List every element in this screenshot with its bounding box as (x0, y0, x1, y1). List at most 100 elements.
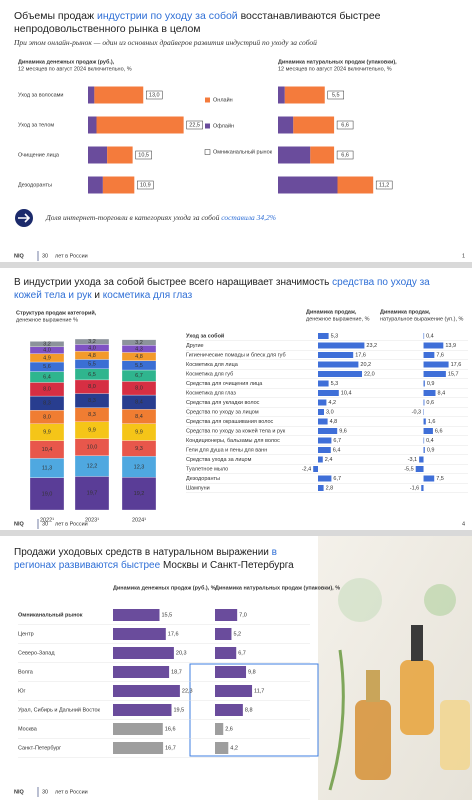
value-label: -2,4 (302, 466, 311, 472)
legend-label: Онлайн (213, 96, 233, 103)
value-label: 18,7 (171, 669, 182, 675)
value-label: 7,6 (436, 352, 444, 358)
value-label: 2,4 (325, 457, 333, 463)
category-label: Уход за волосами (18, 92, 64, 98)
category-label: Средства по уходу за кожей тела и рук (186, 427, 286, 434)
bar (423, 437, 425, 444)
category-label: Дезодоранты (186, 476, 220, 482)
legend-swatch (205, 97, 210, 103)
bar (215, 609, 238, 621)
value-label: 16,7 (165, 745, 176, 751)
bar (215, 685, 253, 697)
category-label: Средства для окрашивания волос (186, 419, 274, 425)
value-label: 17,6 (355, 352, 366, 358)
category-label: Средства для очищения лица (186, 381, 263, 387)
value-label: -5,5 (404, 466, 413, 472)
value-label: 2,8 (326, 485, 334, 491)
value-label: 6,4 (333, 447, 341, 453)
legend-swatch (205, 123, 210, 129)
bar (423, 371, 446, 377)
value-label: 19,5 (174, 707, 185, 713)
category-label: Средства по уходу за лицом (186, 409, 259, 415)
segment-label: 5,6 (43, 364, 51, 370)
bar (423, 352, 435, 358)
bar (318, 371, 362, 377)
value-label: 10,4 (341, 390, 352, 396)
segment-label: 6,5 (88, 372, 96, 378)
category-label: Юг (18, 688, 26, 694)
segment-label: 8,3 (88, 412, 96, 418)
segment-label: 6,4 (43, 374, 51, 380)
bar (113, 685, 180, 697)
title-part: индустрии по уходу за собой (96, 10, 238, 22)
total-label: 6,6 (341, 122, 349, 128)
total-label: 11,2 (379, 182, 389, 188)
value-label: 16,6 (165, 726, 176, 732)
segment-label: 19,0 (42, 491, 53, 497)
value-label: 5,3 (331, 381, 339, 387)
legend-swatch (204, 149, 211, 155)
title-part: Продажи уходовых средств в натуральном в… (14, 547, 272, 558)
bar-segment (102, 176, 135, 194)
segment-label: 5,5 (135, 363, 143, 369)
title-part: и (91, 289, 103, 301)
segment-label: 9,9 (135, 430, 143, 436)
value-label: 0,4 (426, 333, 434, 339)
bar (423, 428, 433, 434)
value-label: -1,6 (410, 485, 419, 491)
segment-label: 4,8 (88, 353, 96, 359)
bar (318, 475, 332, 482)
segment-label: 4,3 (135, 346, 143, 352)
bar (313, 466, 318, 472)
bar (423, 380, 425, 387)
legend-label: Омниканальный рынок (213, 148, 273, 155)
bar (419, 456, 424, 463)
legend-label: Офлайн (213, 122, 234, 129)
segment-label: 4,0 (88, 345, 96, 351)
total-label: 6,6 (341, 152, 349, 158)
slide-note: Доля интернет-торговли в категориях уход… (46, 213, 446, 222)
category-label: Москва (18, 726, 38, 732)
bar (318, 333, 329, 339)
value-label: 23,2 (366, 343, 377, 349)
total-box (137, 180, 154, 190)
bar (215, 628, 232, 640)
title-part: Объемы продаж (14, 10, 97, 22)
segment-label: 8,4 (135, 414, 143, 420)
bar (421, 485, 424, 491)
bar (423, 447, 425, 453)
segment-label: 8,0 (43, 387, 51, 393)
bar-segment (88, 176, 103, 194)
value-label: 20,2 (360, 362, 371, 368)
bar (113, 704, 172, 716)
value-label: 5,3 (331, 333, 339, 339)
category-label: Кондиционеры, бальзамы для волос (186, 438, 280, 444)
category-label: Косметика для глаз (186, 390, 236, 396)
bar (113, 609, 160, 621)
bar-segment (121, 339, 157, 346)
category-label: Центр (18, 631, 34, 637)
bar (423, 399, 425, 406)
category-label: Средства для укладки волос (186, 400, 260, 406)
bar (318, 437, 332, 444)
segment-label: 9,9 (43, 430, 51, 436)
bar-segment (74, 476, 110, 511)
note-part: Доля интернет-торговли в категориях уход… (46, 213, 222, 222)
segment-label: 8,3 (43, 401, 51, 407)
x-tick-label: 2023¹ (85, 517, 99, 523)
value-label: 2,6 (225, 726, 233, 732)
segment-label: 8,0 (88, 384, 96, 390)
category-label: Гигиенические помады и блеск для губ (186, 352, 286, 358)
value-label: 8,8 (245, 707, 253, 713)
bar (318, 390, 339, 396)
value-label: 0,9 (427, 381, 435, 387)
slide-title: В индустрии ухода за собой быстрее всего… (14, 277, 459, 302)
logo-brand: NIQ (14, 789, 25, 795)
total-box (336, 120, 354, 130)
category-label: Шампуни (186, 485, 210, 491)
segment-label: 12,2 (87, 464, 98, 470)
bar-segment (96, 116, 184, 134)
segment-label: 5,5 (88, 362, 96, 368)
chart-title: Структура продаж категорий, (16, 309, 97, 316)
